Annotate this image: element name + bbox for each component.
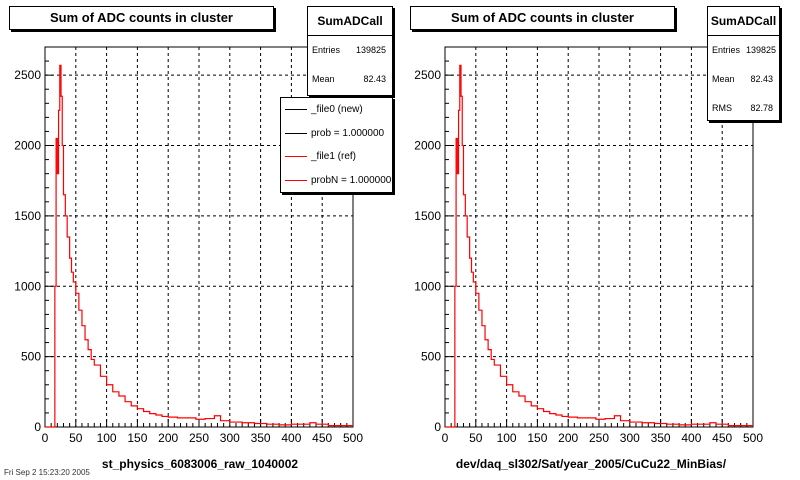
right-y-tick-label-1500: 1500 [414, 209, 441, 223]
left-x-tick-label-250: 250 [189, 431, 209, 445]
right-x-tick-label-200: 200 [558, 431, 578, 445]
left-stats-mean-value: 82.43 [363, 74, 386, 84]
left-series-0 [45, 64, 354, 428]
left-x-tick-label-150: 150 [127, 431, 147, 445]
legend-line-new [285, 109, 307, 110]
right-stats-entries-label: Entries [712, 45, 741, 55]
left-legend: _file0 (new) prob = 1.000000 _file1 (ref… [280, 97, 393, 193]
right-stats-box: SumADCall Entries 139825 Mean 82.43 RMS … [707, 6, 780, 121]
left-x-tick-label-350: 350 [251, 431, 271, 445]
legend-line-ref [285, 156, 307, 157]
right-x-title: dev/daq_sl302/Sat/year_2005/CuCu22_MinBi… [455, 457, 727, 471]
legend-item-new: _file0 (new) [281, 98, 392, 122]
left-x-tick-label-400: 400 [281, 431, 301, 445]
left-title-box: Sum of ADC counts in cluster [9, 6, 274, 30]
right-x-tick-label-50: 50 [469, 431, 483, 445]
left-y-tick-label-1500: 1500 [14, 209, 41, 223]
right-frame [444, 46, 754, 428]
legend-item-ref: _file1 (ref) [281, 145, 392, 169]
right-x-tick-label-250: 250 [589, 431, 609, 445]
right-x-tick-label-150: 150 [527, 431, 547, 445]
legend-item-prob: prob = 1.000000 [281, 122, 392, 146]
legend-line-probn [285, 179, 307, 181]
left-stats-mean-row: Mean 82.43 [308, 65, 392, 94]
right-stats-name: SumADCall [708, 7, 779, 36]
left-stats-entries-value: 139825 [355, 45, 386, 55]
left-y-tick-label-2000: 2000 [14, 139, 41, 153]
legend-line-prob [285, 132, 307, 134]
left-stats-name: SumADCall [308, 7, 392, 36]
right-stats-entries-row: Entries 139825 [708, 36, 779, 65]
left-stats-mean-label: Mean [312, 74, 335, 84]
right-x-tick-label-100: 100 [497, 431, 517, 445]
left-y-tick-label-0: 0 [34, 420, 41, 434]
left-y-tick-label-500: 500 [21, 350, 41, 364]
right-y-tick-label-2500: 2500 [414, 68, 441, 82]
right-stats-mean-label: Mean [712, 74, 735, 84]
left-x-tick-label-450: 450 [312, 431, 332, 445]
left-x-title: st_physics_6083006_raw_1040002 [101, 457, 299, 471]
right-y-tick-label-0: 0 [434, 420, 441, 434]
left-y-tick-label-2500: 2500 [14, 68, 41, 82]
right-title-box: Sum of ADC counts in cluster [410, 6, 675, 30]
right-x-tick-label-300: 300 [620, 431, 640, 445]
right-x-tick-label-500: 500 [743, 431, 763, 445]
legend-label-prob: prob = 1.000000 [311, 127, 385, 139]
right-stats-mean-value: 82.43 [750, 74, 773, 84]
left-stats-box: SumADCall Entries 139825 Mean 82.43 [307, 6, 393, 96]
legend-label-probn: probN = 1.000000 [311, 174, 392, 186]
legend-label-new: _file0 (new) [311, 104, 363, 115]
right-x-tick-label-450: 450 [712, 431, 732, 445]
left-x-tick-label-300: 300 [220, 431, 240, 445]
left-x-tick-label-0: 0 [42, 431, 49, 445]
right-y-tick-label-1000: 1000 [414, 279, 441, 293]
right-y-tick-label-2000: 2000 [414, 139, 441, 153]
legend-label-ref: _file1 (ref) [311, 151, 357, 162]
left-x-tick-label-200: 200 [158, 431, 178, 445]
legend-item-probn: probN = 1.000000 [281, 169, 392, 193]
corner-timestamp: Fri Sep 2 15:23:20 2005 [4, 468, 90, 477]
left-x-tick-label-500: 500 [343, 431, 363, 445]
right-title: Sum of ADC counts in cluster [451, 10, 634, 25]
right-y-tick-label-500: 500 [421, 350, 441, 364]
left-title: Sum of ADC counts in cluster [50, 10, 233, 25]
right-stats-rms-row: RMS 82.78 [708, 94, 779, 123]
right-x-tick-label-350: 350 [651, 431, 671, 445]
left-x-tick-label-100: 100 [97, 431, 117, 445]
left-stats-entries-label: Entries [312, 45, 341, 55]
right-x-tick-label-0: 0 [442, 431, 449, 445]
right-stats-entries-value: 139825 [745, 45, 776, 55]
right-stats-rms-value: 82.78 [750, 103, 773, 113]
right-stats-rms-label: RMS [712, 103, 732, 113]
right-x-tick-label-400: 400 [681, 431, 701, 445]
left-y-tick-label-1000: 1000 [14, 279, 41, 293]
left-stats-entries-row: Entries 139825 [308, 36, 392, 65]
right-series-0 [445, 64, 754, 428]
left-x-tick-label-50: 50 [69, 431, 83, 445]
right-stats-mean-row: Mean 82.43 [708, 65, 779, 94]
